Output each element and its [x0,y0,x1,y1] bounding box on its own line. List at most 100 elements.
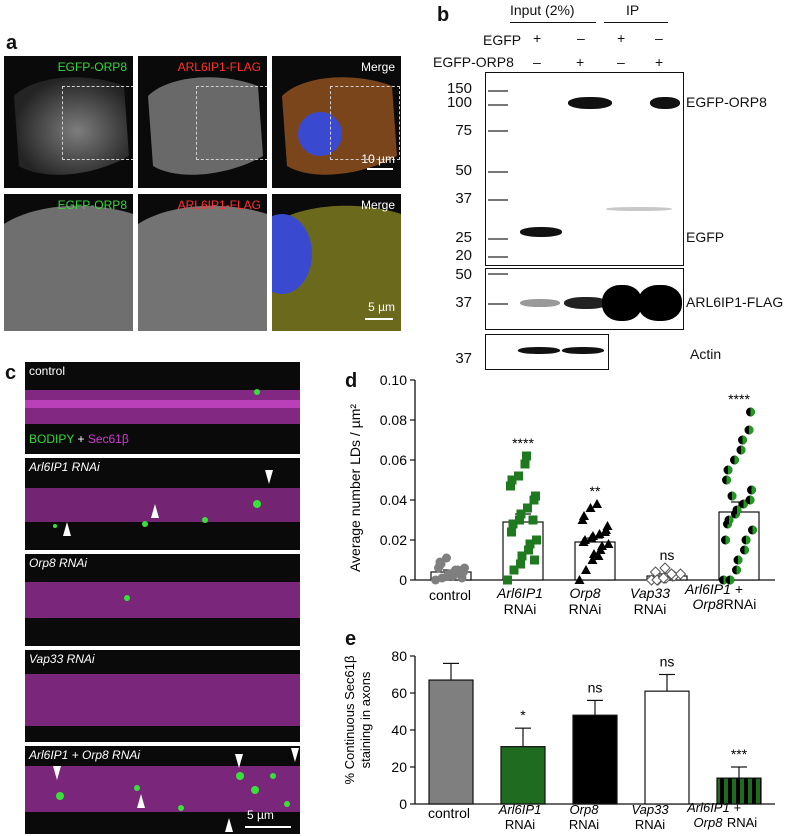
row-label-egfp-orp8: EGFP-ORP8 [433,54,514,70]
data-point [456,567,466,577]
bar [572,714,618,805]
micrograph-arl6ip1-overview: ARL6IP1-FLAG [138,56,267,188]
data-point [579,511,589,520]
ip-header: IP [626,2,640,18]
cell-signal [14,77,129,175]
legend: BODIPY + Sec61β [29,432,129,446]
zoom-region-box [330,86,400,160]
sign: – [577,30,585,46]
ladder-band [488,256,508,258]
data-point [744,545,749,555]
xlabel-vap33: Vap33 [631,802,669,817]
ladder-band [488,199,508,201]
data-point [750,495,755,505]
data-point [585,503,596,512]
band-arl6ip1-ip-1 [602,285,642,321]
mw-marker: 25 [455,229,472,246]
significance-label: ns [660,654,675,670]
data-point [524,545,533,555]
data-point [746,535,751,545]
data-point [741,445,746,455]
sign: + [576,54,585,70]
mw-marker: 150 [446,80,472,97]
data-point [751,485,756,495]
data-point [514,471,523,481]
data-point [729,515,734,525]
xlabel-arl6ip1-plus: Arl6IP1 + [684,581,743,597]
data-point [528,515,538,525]
sign: + [533,30,542,46]
label-merge: Merge [360,198,395,212]
ladder-band [488,238,508,240]
data-point [726,475,731,485]
data-point [587,555,598,564]
sign: – [533,54,541,70]
ip-header-line [604,22,668,23]
label-egfp-orp8-band: EGFP-ORP8 [686,94,767,110]
data-point [728,465,733,475]
micrograph-merge-zoom: Merge 5 µm [272,194,401,331]
mw-marker: 37 [455,350,472,367]
significance-label: ns [660,547,675,563]
micrograph-merge-overview: Merge 10 µm [272,56,401,188]
axon-signal [25,674,300,726]
data-point [737,505,742,515]
axon-image-arl6ip1-orp8: Arl6IP1 + Orp8 RNAi 5 µm [25,746,300,834]
data-point [530,555,539,565]
scale-label: 5 µm [368,300,395,314]
y-tick-label: 0 [399,796,407,812]
y-tick-label: 0.06 [380,452,407,468]
data-point [520,459,530,469]
data-point [525,539,535,549]
data-point [659,562,671,574]
axon-signal [25,488,300,528]
data-point [574,575,585,584]
arrowhead-icon [225,818,233,832]
axon-signal [25,582,300,618]
sign: + [655,54,664,70]
chart-e-plot: 0 20 40 60 80 * ns ns *** [391,648,775,812]
data-point [725,535,730,545]
band-egfp-orp8-ip [650,97,680,109]
y-tick-label: 0 [399,572,407,588]
xlabel-orp8: Orp8 [694,815,724,830]
bar [500,746,546,805]
label-egfp-band: EGFP [686,229,725,245]
ladder-band [488,90,508,92]
row-label-egfp: EGFP [483,32,522,48]
y-tick-label: 0.08 [380,412,407,428]
legend-sec61b: Sec61β [87,432,129,446]
data-point [517,551,527,561]
axon-image-orp8: Orp8 RNAi [25,554,300,646]
ladder-band [488,104,508,106]
scale-bar [365,318,393,320]
y-tick-label: 60 [391,685,407,701]
data-point [749,425,754,435]
panel-d-letter: d [345,370,358,392]
ladder-band [488,303,508,305]
xlabel-rnai: RNAi [727,815,757,830]
scale-bar [245,826,291,828]
ladder-band [488,130,508,132]
significance-label: **** [728,391,750,407]
xlabel-control: control [428,805,470,821]
bar [644,690,690,805]
data-point [665,568,678,580]
mw-marker: 100 [446,94,472,111]
input-header: Input (2%) [510,2,575,18]
data-point [507,527,516,537]
cell-signal [148,77,263,175]
data-point [752,525,757,535]
label-actin-band: Actin [690,346,722,362]
data-point [603,539,614,548]
data-point [657,572,670,584]
xlabel-rnai: RNAi [569,817,599,832]
arrowhead-icon [63,522,71,536]
data-point [600,527,610,536]
data-point [442,553,451,563]
data-point [435,557,445,567]
chart-e-ylabel-1: % Continuous Sec61β [342,656,357,785]
data-point [516,559,525,569]
data-point [503,575,512,585]
data-point [730,575,735,585]
